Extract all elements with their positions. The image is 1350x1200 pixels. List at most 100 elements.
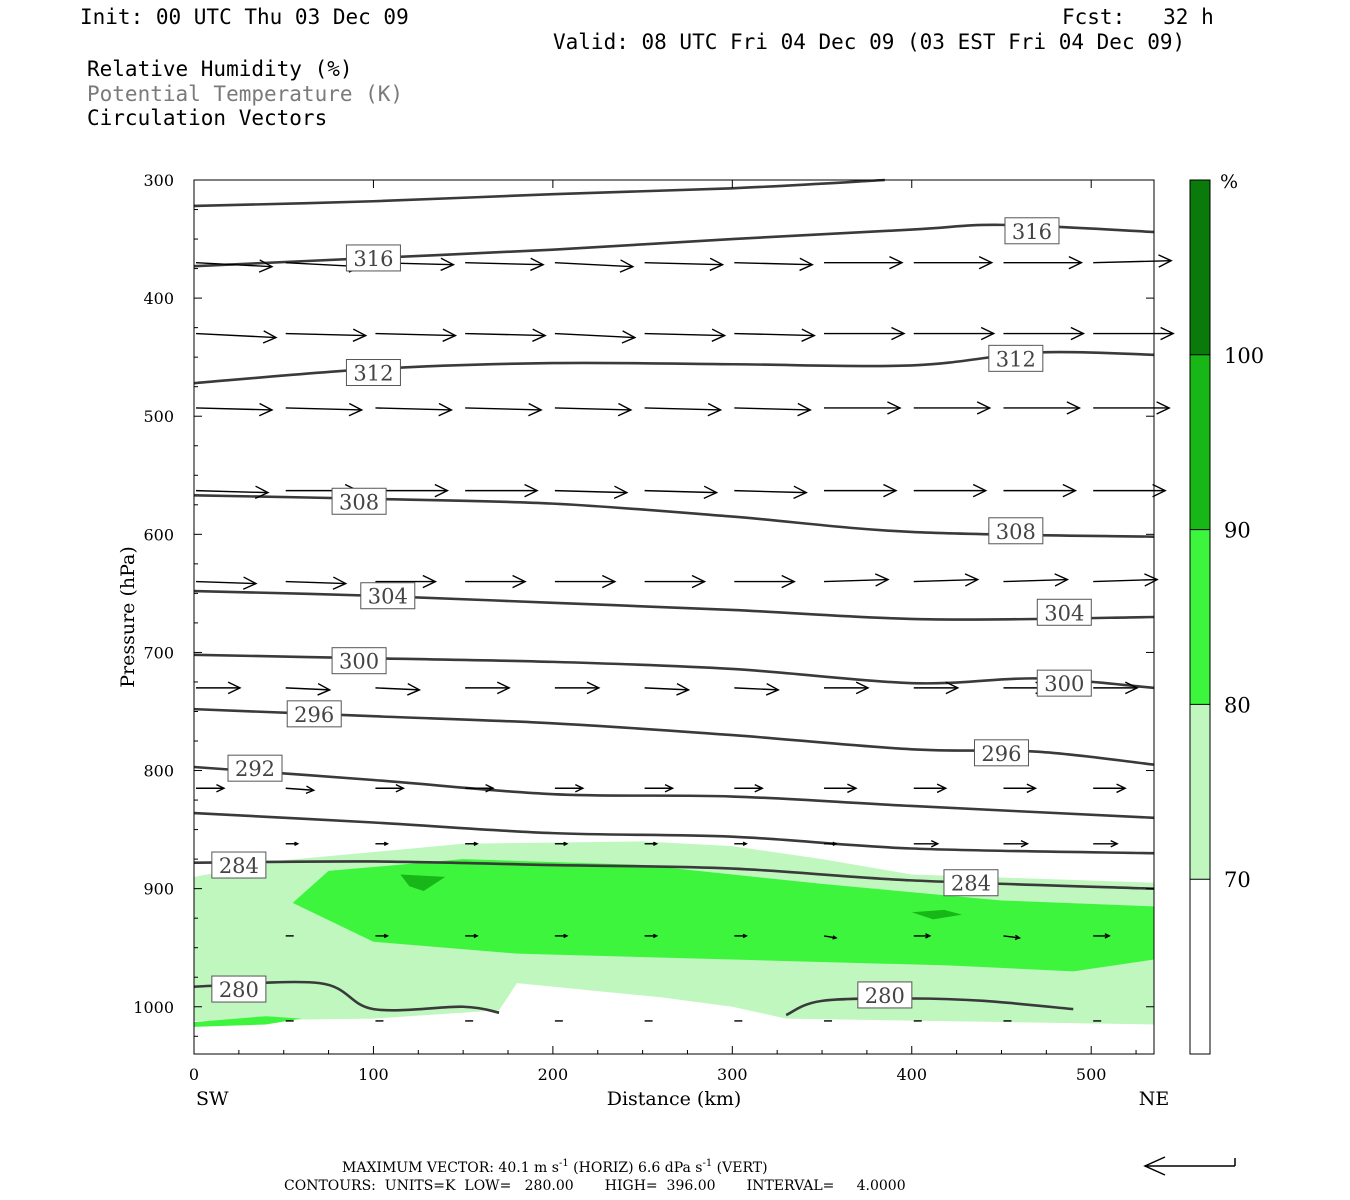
contour-label-box [227,754,283,782]
circulation-vector [285,841,300,846]
y-tick-label-800: 800 [143,762,174,781]
theta-contour-320 [193,178,885,208]
reference-vector-arrow [1143,1156,1236,1176]
circulation-vector [375,783,406,793]
max-vector-end: (VERT) [712,1160,767,1176]
relative-humidity-shading [194,841,1154,1027]
circulation-vector [196,681,242,695]
circulation-vector [285,785,316,795]
colorbar-swatch-3 [1190,354,1210,530]
y-tick-label-900: 900 [143,880,174,899]
colorbar: 70 80 90 100% [1189,171,1264,1055]
contour-label-284: 284 [219,854,259,878]
circulation-vector [375,841,390,846]
circulation-vector [1093,483,1167,498]
contour-label-300: 300 [339,650,379,674]
circulation-vector [554,681,601,695]
y-tick-label-1000: 1000 [133,998,174,1017]
rh-region-80-90-2 [194,1016,302,1027]
circulation-vector [913,255,994,270]
circulation-vector [285,682,332,696]
circulation-vector [734,328,816,342]
y-axis-label: Pressure (hPa) [117,546,139,688]
contour-label-280: 280 [865,984,905,1008]
colorbar-swatch-1 [1190,704,1210,880]
circulation-vector [554,402,633,417]
circulation-vector [465,483,539,498]
circulation-vector [644,485,719,499]
circulation-vector [465,933,479,939]
circulation-vector [554,330,637,344]
max-vector-text: MAXIMUM VECTOR: 40.1 m s-1 (HORIZ) 6.6 d… [342,1158,768,1176]
contour-label-292: 292 [235,757,275,781]
colorbar-label-100: 100 [1224,344,1264,368]
circulation-vector [1003,783,1038,794]
circulation-vector [1003,573,1070,587]
max-vector-vert: (HORIZ) 6.6 dPa s [569,1160,703,1176]
contour-label-box [331,487,387,515]
circulation-vector [644,682,691,696]
contour-label-box [345,244,401,272]
circulation-vector [375,933,390,939]
rh-region-90-100-3 [400,874,446,892]
y-tick-label-400: 400 [143,289,174,308]
circulation-vector [554,841,569,846]
circulation-vector [465,783,495,793]
contour-label-box [973,739,1029,767]
circulation-vector [195,330,278,344]
circulation-vector [644,841,659,846]
x-right-label: NE [1139,1088,1170,1110]
contour-label-308: 308 [339,490,379,514]
circulation-vector [824,573,890,587]
circulation-vector [1003,255,1084,270]
circulation-vector [913,326,996,341]
contour-label-280: 280 [219,978,259,1002]
contour-label-box [211,851,267,879]
circulation-vector [734,574,796,589]
contour-label-296: 296 [981,742,1021,766]
circulation-vector [644,257,725,272]
circulation-vector [554,485,629,499]
circulation-vector [734,257,814,272]
circulation-vector [1003,326,1086,341]
circulation-vector [644,933,659,939]
contour-label-box [857,981,913,1009]
theta-contour-292 [193,765,1155,820]
init-time: Init: 00 UTC Thu 03 Dec 09 [80,5,409,29]
circulation-vector [554,574,617,589]
contour-label-box [331,647,387,675]
forecast-hour: Fcst: 32 h [1062,5,1214,29]
circulation-vector [465,328,547,342]
rh-region-80-90-1 [292,859,1154,972]
circulation-vector [913,401,992,415]
contour-label-312: 312 [353,362,393,386]
circulation-vector [913,840,940,848]
circulation-vector [734,783,764,793]
circulation-vector [913,681,960,695]
x-tick-label-200: 200 [538,1065,569,1084]
colorbar-frame [1189,179,1211,1055]
circulation-vector [1093,681,1139,695]
colorbar-label-90: 90 [1224,519,1251,543]
circulation-vector [375,574,438,589]
circulation-vector [734,841,748,846]
circulation-vector [285,402,364,417]
contour-label-box [345,359,401,387]
plot-frame [193,179,1155,1055]
circulation-vector [913,933,932,939]
circulation-vector [195,485,270,499]
contour-label-box [286,700,342,728]
circulation-vector [1003,840,1030,848]
circulation-vector [465,841,479,846]
circulation-vector [734,402,812,417]
contour-label-316: 316 [353,247,393,271]
contour-label-box [988,517,1044,545]
max-vector-horiz: MAXIMUM VECTOR: 40.1 m s [342,1160,559,1176]
contour-label-box [360,582,416,610]
circulation-vector [824,401,902,415]
x-tick-label-400: 400 [896,1065,927,1084]
circulation-vector [644,402,723,417]
circulation-vector [1093,254,1173,268]
circulation-vector [913,573,980,587]
